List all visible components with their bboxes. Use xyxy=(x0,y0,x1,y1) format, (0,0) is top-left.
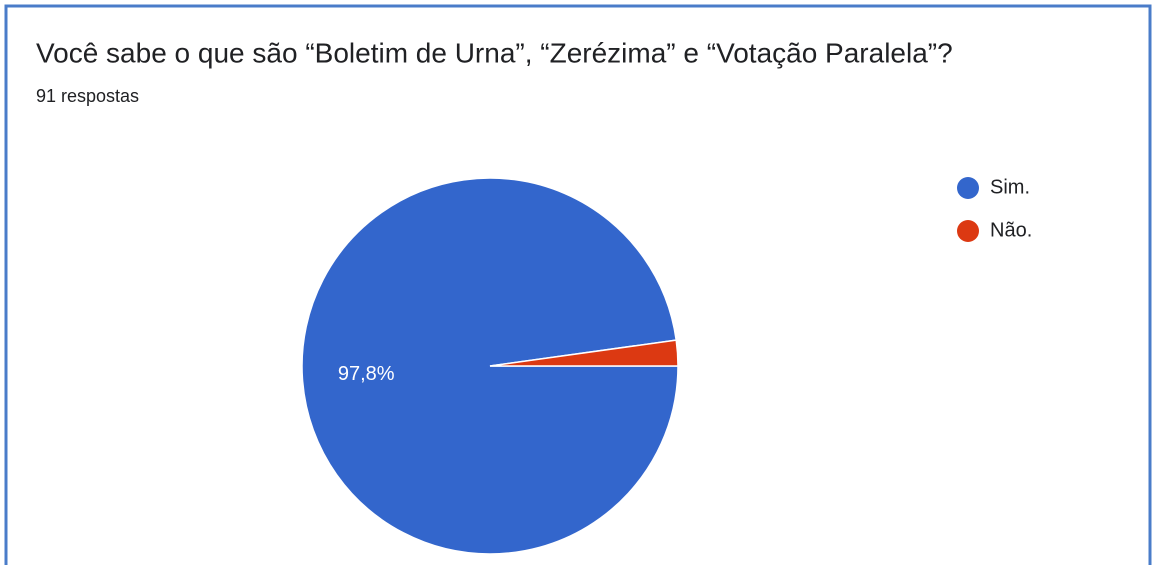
pie-slice xyxy=(489,339,679,367)
legend-label: Sim. xyxy=(990,176,1030,198)
chart-subtitle: 91 respostas xyxy=(36,86,139,106)
slice-label: 97,8% xyxy=(338,363,395,385)
legend-label: Não. xyxy=(990,219,1032,241)
chart-title: Você sabe o que são “Boletim de Urna”, “… xyxy=(36,37,953,68)
legend-swatch xyxy=(957,177,979,199)
frame xyxy=(4,4,1152,565)
legend-swatch xyxy=(957,220,979,242)
